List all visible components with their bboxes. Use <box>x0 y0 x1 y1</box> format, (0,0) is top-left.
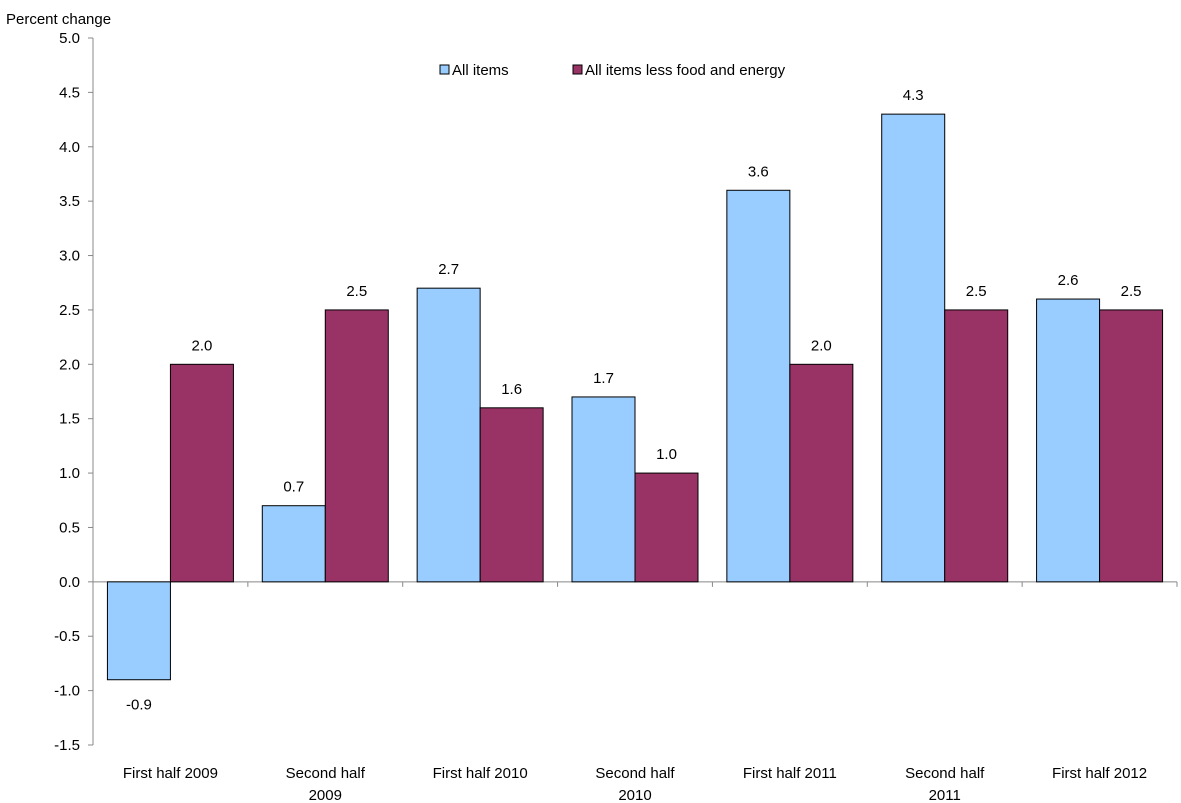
bar-core <box>479 407 544 583</box>
legend-swatch <box>439 64 450 75</box>
data-label: -0.9 <box>126 697 152 714</box>
y-tick-label: -1.0 <box>54 683 80 700</box>
bar-core <box>169 363 234 583</box>
data-label: 1.6 <box>501 381 522 398</box>
data-label: 2.5 <box>966 283 987 300</box>
bar-all-items <box>106 581 171 681</box>
y-tick-label: 4.0 <box>59 139 80 156</box>
legend-label: All items less food and energy <box>585 62 786 79</box>
y-tick-label: 1.5 <box>59 411 80 428</box>
x-category-label: First half 2011 <box>743 765 837 782</box>
y-tick-label: 2.0 <box>59 356 80 373</box>
data-label: 1.7 <box>593 370 614 387</box>
data-label: 2.0 <box>191 337 212 354</box>
bar-core <box>789 363 854 583</box>
data-label: 0.7 <box>283 479 304 496</box>
y-axis-title: Percent change <box>6 11 111 28</box>
y-tick-label: 0.5 <box>59 519 80 536</box>
bar-all-items <box>261 505 326 583</box>
x-category-label: Second half <box>595 765 675 782</box>
y-tick-label: -0.5 <box>54 628 80 645</box>
x-category-label: First half 2009 <box>123 765 218 782</box>
bar-all-items <box>416 287 481 583</box>
y-tick-label: -1.5 <box>54 737 80 754</box>
bar-core <box>944 309 1009 583</box>
y-tick-label: 4.5 <box>59 84 80 101</box>
bar-all-items <box>1036 298 1101 583</box>
bars <box>106 113 1164 681</box>
x-category-label: 2011 <box>929 787 961 803</box>
x-category-label: First half 2012 <box>1052 765 1147 782</box>
data-label: 3.6 <box>748 163 769 180</box>
y-tick-label: 3.0 <box>59 248 80 265</box>
legend: All items All items less food and energy <box>439 62 786 79</box>
data-label: 2.5 <box>346 283 367 300</box>
bar-all-items <box>726 189 791 583</box>
y-tick-label: 5.0 <box>59 30 80 47</box>
bar-all-items <box>571 396 636 583</box>
y-tick-label: 2.5 <box>59 302 80 319</box>
data-label: 4.3 <box>903 87 924 104</box>
data-labels: -0.9 0.7 2.7 1.7 3.6 4.3 2.6 2.0 2.5 1.6 1.0 2.0 2.5… <box>126 87 1142 714</box>
x-category-label: First half 2010 <box>433 765 528 782</box>
y-tick-label: 1.0 <box>59 465 80 482</box>
data-label: 2.7 <box>438 261 459 278</box>
bar-core <box>324 309 389 583</box>
bar-core <box>634 472 699 583</box>
data-label: 2.0 <box>811 337 832 354</box>
bar-core <box>1099 309 1164 583</box>
x-category-label: 2009 <box>309 787 342 803</box>
bar-all-items <box>881 113 946 583</box>
legend-label: All items <box>452 62 509 79</box>
y-tick-label: 0.0 <box>59 574 80 591</box>
legend-swatch <box>572 64 583 75</box>
x-category-label: Second half <box>905 765 985 782</box>
x-category-label: Second half <box>286 765 366 782</box>
data-label: 2.6 <box>1058 272 1079 289</box>
data-label: 2.5 <box>1121 283 1142 300</box>
x-category-label: 2010 <box>618 787 651 803</box>
data-label: 1.0 <box>656 446 677 463</box>
y-tick-label: 3.5 <box>59 193 80 210</box>
